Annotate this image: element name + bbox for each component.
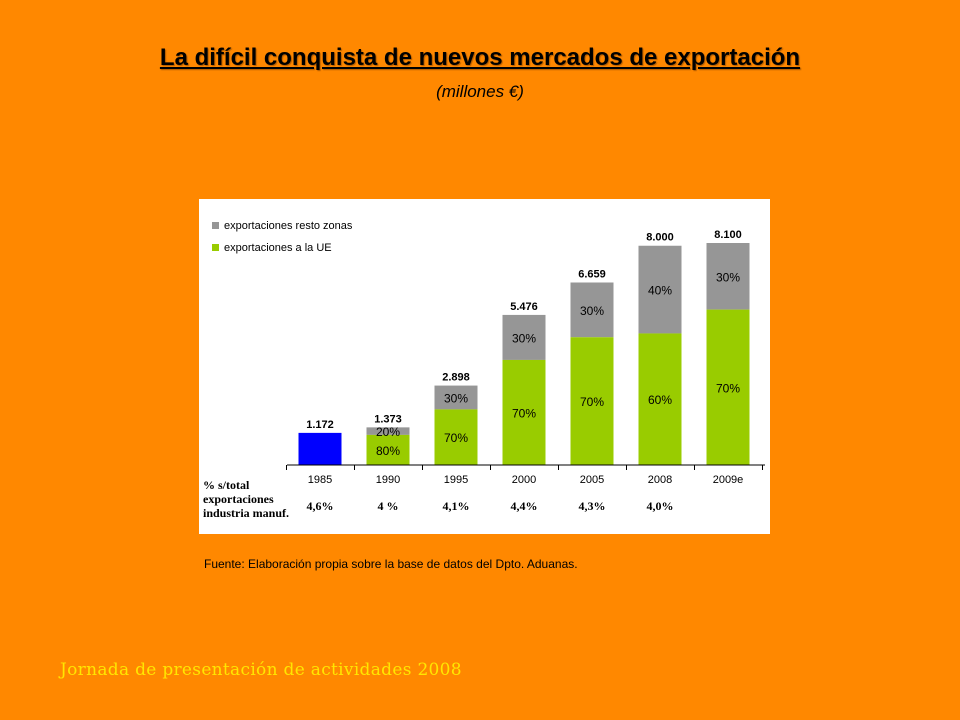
legend-swatch xyxy=(212,244,219,251)
bar-ue xyxy=(570,337,614,465)
bar-resto-zonas xyxy=(570,282,614,338)
stacked-bar-chart: exportaciones resto zonas exportaciones a… xyxy=(203,220,765,520)
category-label: 1985 xyxy=(308,474,332,486)
table-value: 4,0% xyxy=(647,499,674,513)
bar-share-label-resto: 30% xyxy=(512,331,536,345)
bar-total-label: 1.373 xyxy=(374,413,402,425)
bar-share-label-ue: 60% xyxy=(648,393,672,407)
bar-share-label-resto: 40% xyxy=(648,284,672,298)
bar-ue xyxy=(502,359,546,465)
bar-total-label: 2.898 xyxy=(442,372,470,384)
bar-resto-zonas xyxy=(366,427,410,435)
bar-share-label-resto: 30% xyxy=(716,270,740,284)
category-label: 2009e xyxy=(713,474,744,486)
bar-total-label: 1.172 xyxy=(306,419,334,431)
chart-subtitle: (millones €) xyxy=(436,82,524,101)
bar-total-label: 6.659 xyxy=(578,268,606,280)
category-label: 2008 xyxy=(648,474,672,486)
bar-share-label-ue: 70% xyxy=(444,431,468,445)
bar-ue xyxy=(706,309,750,465)
chart-panel: exportaciones resto zonas exportaciones a… xyxy=(199,199,770,534)
table-row-label: % s/total xyxy=(203,478,250,492)
bar-ue xyxy=(638,333,682,465)
bar-share-label-ue: 70% xyxy=(580,395,604,409)
category-label: 2005 xyxy=(580,474,604,486)
legend-label: exportaciones resto zonas xyxy=(224,220,353,232)
table-value: 4,3% xyxy=(579,499,606,513)
table-row-label: exportaciones xyxy=(203,492,274,506)
bar-resto-zonas xyxy=(502,314,546,360)
table-value: 4,1% xyxy=(443,499,470,513)
bar-total xyxy=(298,432,342,465)
bar-share-label-ue: 70% xyxy=(512,406,536,420)
bar-ue xyxy=(434,409,478,465)
category-label: 1990 xyxy=(376,474,400,486)
bar-resto-zonas xyxy=(638,245,682,334)
bar-resto-zonas xyxy=(706,243,750,310)
category-label: 2000 xyxy=(512,474,536,486)
table-value: 4 % xyxy=(378,499,399,513)
legend-label: exportaciones a la UE xyxy=(224,242,332,254)
bar-total-label: 5.476 xyxy=(510,301,538,313)
chart-title: La difícil conquista de nuevos mercados … xyxy=(159,44,801,71)
bar-total-label: 8.000 xyxy=(646,232,674,244)
bar-ue xyxy=(366,434,410,465)
bar-share-label-ue: 80% xyxy=(376,444,400,458)
legend-swatch xyxy=(212,222,219,229)
bar-share-label-resto: 30% xyxy=(444,391,468,405)
bar-share-label-resto: 30% xyxy=(580,304,604,318)
table-value: 4,6% xyxy=(307,499,334,513)
bar-share-label-ue: 70% xyxy=(716,381,740,395)
footer-text: Jornada de presentación de actividades 2… xyxy=(60,660,462,680)
bar-total-label: 8.100 xyxy=(714,229,742,241)
table-row-label: industria manuf. xyxy=(203,506,289,520)
bar-resto-zonas xyxy=(434,385,478,410)
category-label: 1995 xyxy=(444,474,468,486)
table-value: 4,4% xyxy=(511,499,538,513)
bar-share-label-resto: 20% xyxy=(376,425,400,439)
source-note: Fuente: Elaboración propia sobre la base… xyxy=(204,557,578,571)
